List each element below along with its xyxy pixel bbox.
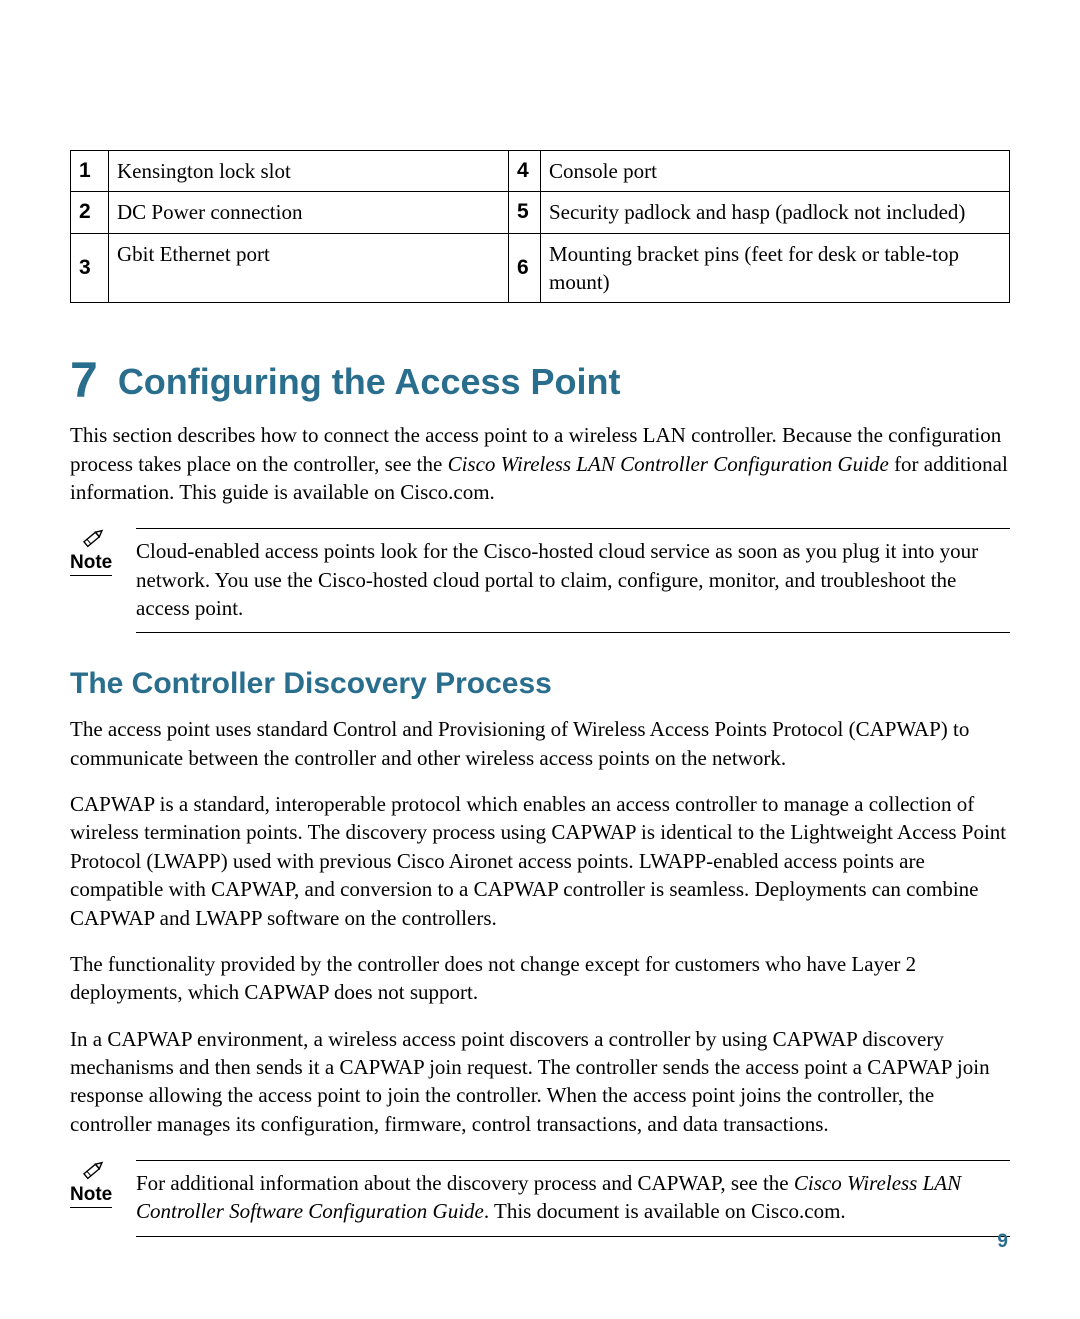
discovery-p3: The functionality provided by the contro… [70, 950, 1010, 1007]
subsection-heading: The Controller Discovery Process [70, 667, 1010, 701]
note-text: For additional information about the dis… [136, 1160, 1010, 1237]
note2-after: . This document is available on Cisco.co… [484, 1199, 846, 1223]
ports-table-body: 1Kensington lock slot4Console port2DC Po… [71, 151, 1010, 303]
note-gutter: Note [70, 1160, 130, 1208]
port-description: Kensington lock slot [109, 151, 509, 192]
note2-before: For additional information about the dis… [136, 1171, 794, 1195]
section-number: 7 [70, 352, 98, 408]
note-text: Cloud-enabled access points look for the… [136, 528, 1010, 633]
intro-text-italic: Cisco Wireless LAN Controller Configurat… [448, 452, 889, 476]
port-description: Security padlock and hasp (padlock not i… [541, 192, 1010, 233]
note-text-content: Cloud-enabled access points look for the… [136, 539, 978, 620]
page-number: 9 [997, 1231, 1008, 1253]
note-block: Note For additional information about th… [70, 1160, 1010, 1237]
port-number: 5 [509, 192, 541, 233]
discovery-p4: In a CAPWAP environment, a wireless acce… [70, 1025, 1010, 1138]
table-row: 1Kensington lock slot4Console port [71, 151, 1010, 192]
table-row: 2DC Power connection5Security padlock an… [71, 192, 1010, 233]
port-number: 3 [71, 233, 109, 303]
port-number: 1 [71, 151, 109, 192]
port-description: Mounting bracket pins (feet for desk or … [541, 233, 1010, 303]
table-row: 3Gbit Ethernet port6Mounting bracket pin… [71, 233, 1010, 303]
pencil-icon [78, 1160, 106, 1182]
port-number: 6 [509, 233, 541, 303]
discovery-p1: The access point uses standard Control a… [70, 715, 1010, 772]
section-heading: 7 Configuring the Access Point [70, 351, 1010, 409]
note-label: Note [70, 1184, 112, 1208]
section-title: Configuring the Access Point [118, 361, 621, 402]
port-description: Console port [541, 151, 1010, 192]
pencil-icon [78, 528, 106, 550]
ports-table: 1Kensington lock slot4Console port2DC Po… [70, 150, 1010, 303]
discovery-p2: CAPWAP is a standard, interoperable prot… [70, 790, 1010, 932]
port-number: 4 [509, 151, 541, 192]
document-page: 1Kensington lock slot4Console port2DC Po… [0, 0, 1080, 1319]
note-gutter: Note [70, 528, 130, 576]
note-block: Note Cloud-enabled access points look fo… [70, 528, 1010, 633]
note-label: Note [70, 552, 112, 576]
port-description: DC Power connection [109, 192, 509, 233]
port-description: Gbit Ethernet port [109, 233, 509, 303]
port-number: 2 [71, 192, 109, 233]
section-intro: This section describes how to connect th… [70, 421, 1010, 506]
